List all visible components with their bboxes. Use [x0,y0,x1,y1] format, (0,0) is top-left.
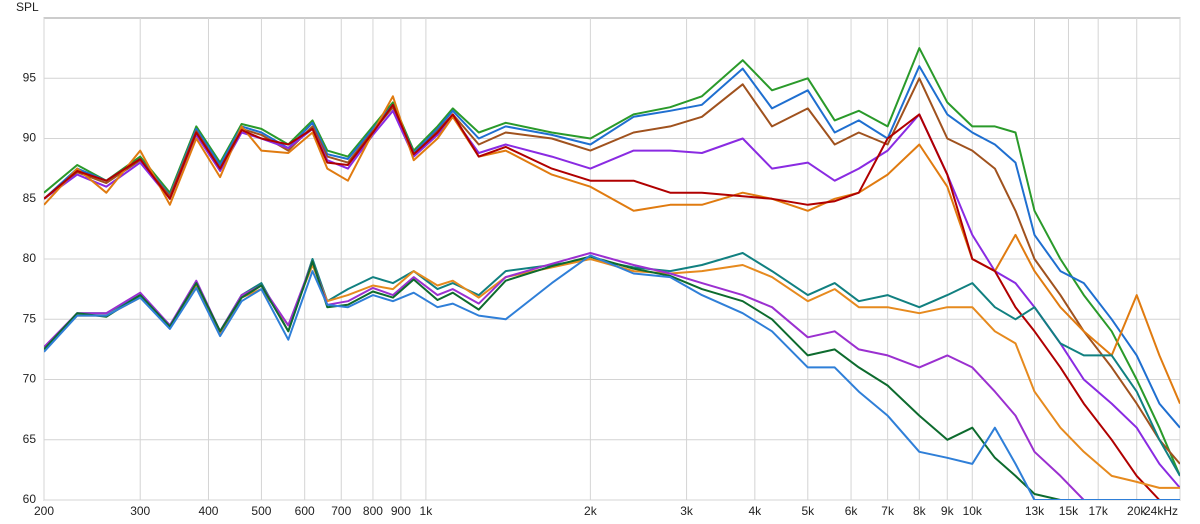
y-tick-label: 90 [23,131,37,145]
y-tick-label: 60 [23,492,37,506]
x-tick-label: 9k [941,504,955,518]
response-line [44,47,1180,477]
response-line [44,95,1180,404]
y-tick-label: 65 [23,432,37,446]
x-tick-label: 2k [584,504,598,518]
x-tick-label: 1k [420,504,434,518]
y-tick-label: 70 [23,372,37,386]
response-line [44,109,1180,489]
x-tick-label: 7k [881,504,895,518]
lines [44,47,1180,500]
x-tick-label: 200 [34,504,54,518]
grid [43,18,1181,501]
response-line [44,252,1180,500]
x-tick-label: 700 [331,504,351,518]
y-tick-label: 85 [23,191,37,205]
x-tick-label: 300 [130,504,150,518]
x-tick-label: 15k [1059,504,1079,518]
x-tick-label: 400 [198,504,218,518]
x-tick-label: 10k [963,504,983,518]
y-tick-label: 95 [23,70,37,84]
y-axis-label: SPL [16,0,39,14]
y-tick-label: 75 [23,311,37,325]
x-tick-label: 500 [251,504,271,518]
x-tick-label: 800 [363,504,383,518]
x-tick-label: 8k [913,504,927,518]
x-tick-label: 600 [295,504,315,518]
response-line [44,254,1180,500]
x-tick-label: 3k [680,504,694,518]
x-tick-label: 13k [1025,504,1045,518]
x-tick-label: 20k [1127,504,1147,518]
y-tick-label: 80 [23,251,37,265]
x-tick-label: 900 [391,504,411,518]
x-tick-label: 4k [748,504,762,518]
x-tick-label: 17k [1088,504,1108,518]
x-tick-label: 24kHz [1144,504,1178,518]
response-line [44,103,1180,500]
x-tick-label: 5k [801,504,815,518]
x-tick-label: 6k [845,504,859,518]
